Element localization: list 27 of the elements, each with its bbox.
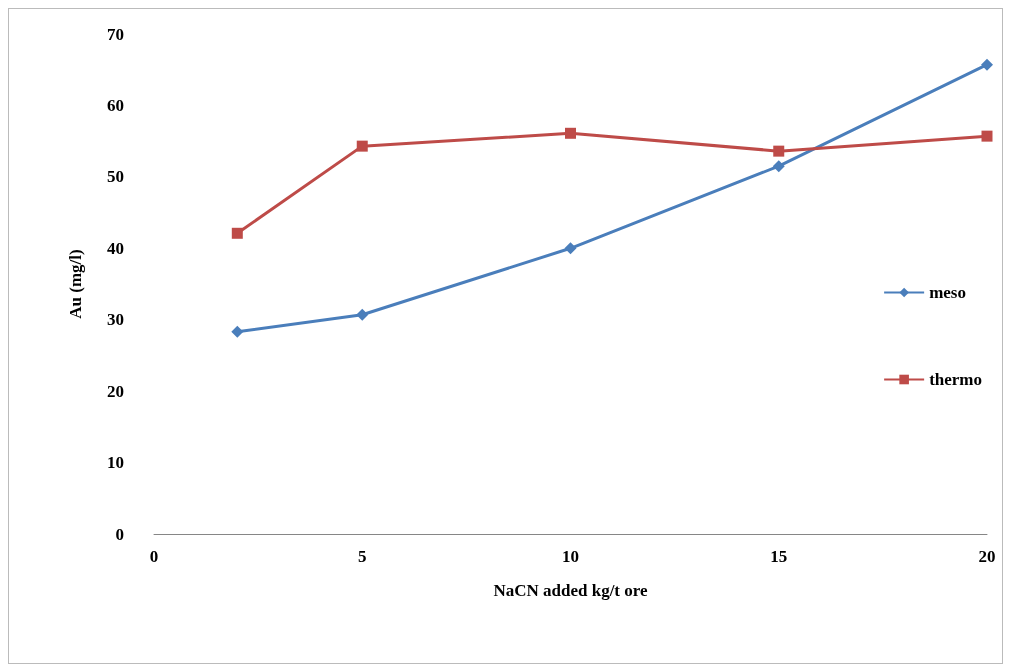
point xyxy=(356,140,368,152)
y-tick-label: 50 xyxy=(107,167,124,187)
y-tick-label: 70 xyxy=(107,24,124,44)
point xyxy=(231,325,244,338)
point xyxy=(565,127,576,139)
y-tick-label: 10 xyxy=(107,453,124,473)
point xyxy=(772,160,785,173)
point xyxy=(981,58,993,71)
point xyxy=(231,227,243,239)
y-tick-label: 30 xyxy=(107,310,124,330)
point xyxy=(564,242,577,255)
x-tick-label: 15 xyxy=(770,547,788,566)
x-tick-label: 5 xyxy=(358,547,367,566)
y-tick-label: 20 xyxy=(107,381,124,401)
x-tick-label: 20 xyxy=(978,547,996,566)
x-tick-label: 10 xyxy=(562,547,579,566)
x-tick-label: 0 xyxy=(149,547,159,566)
legend-label: meso xyxy=(929,283,966,302)
y-tick-label: 40 xyxy=(107,238,124,258)
y-tick-label: 60 xyxy=(107,95,124,115)
x-axis-title: NaCN added kg/t ore xyxy=(493,581,648,600)
legend-label: thermo xyxy=(929,370,983,389)
point xyxy=(773,145,785,157)
y-tick-label: 0 xyxy=(115,524,124,544)
y-axis-title: Au (mg/l) xyxy=(66,249,85,319)
point xyxy=(356,308,369,321)
point xyxy=(981,130,993,142)
